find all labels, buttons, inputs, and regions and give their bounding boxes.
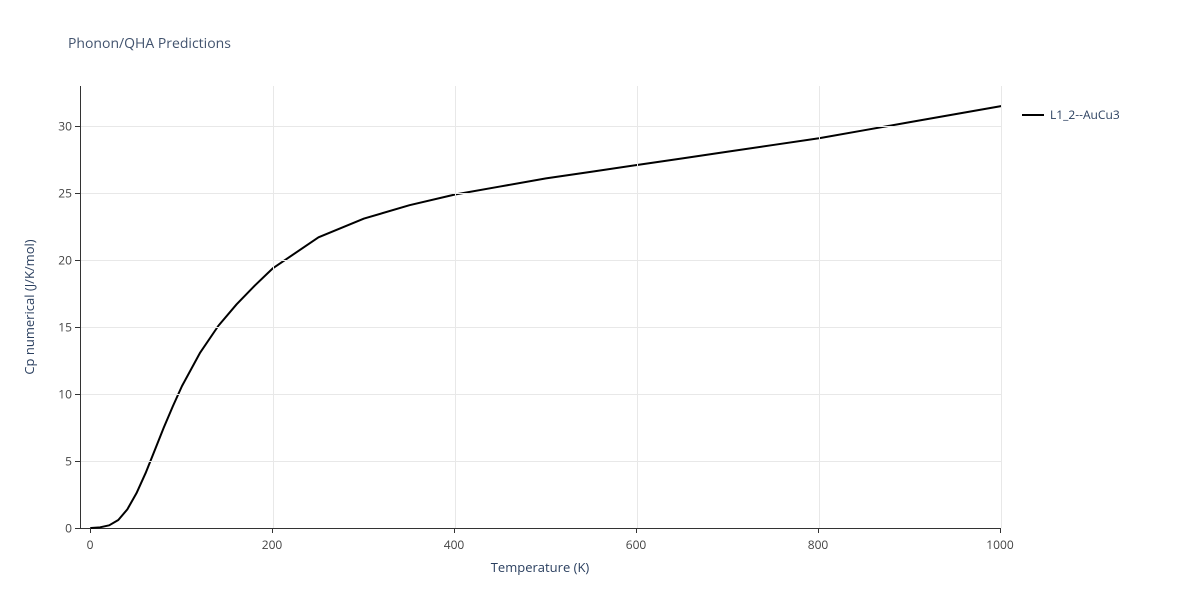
y-tick-label: 20 (54, 252, 72, 269)
y-tick-label: 10 (54, 386, 72, 403)
gridline-horizontal (81, 461, 1001, 462)
y-tick-label: 15 (54, 319, 72, 336)
x-tick-label: 1000 (986, 536, 1013, 553)
y-tick (75, 193, 80, 194)
chart-title: Phonon/QHA Predictions (68, 34, 231, 53)
legend-label: L1_2--AuCu3 (1050, 106, 1120, 123)
y-tick (75, 126, 80, 127)
x-tick-label: 200 (262, 536, 283, 553)
x-tick (90, 528, 91, 533)
x-tick (272, 528, 273, 533)
series-line (91, 106, 1001, 528)
x-tick-label: 800 (808, 536, 829, 553)
x-tick (818, 528, 819, 533)
y-tick-label: 30 (54, 118, 72, 135)
gridline-horizontal (81, 327, 1001, 328)
legend-swatch (1022, 114, 1044, 116)
x-tick-label: 400 (444, 536, 465, 553)
gridline-vertical (1001, 86, 1002, 528)
y-tick (75, 327, 80, 328)
y-tick (75, 394, 80, 395)
x-tick (454, 528, 455, 533)
gridline-horizontal (81, 394, 1001, 395)
x-tick-label: 0 (87, 536, 94, 553)
y-tick-label: 0 (54, 520, 72, 537)
plot-area (80, 86, 1001, 529)
x-tick-label: 600 (626, 536, 647, 553)
y-tick-label: 5 (54, 453, 72, 470)
legend: L1_2--AuCu3 (1022, 106, 1120, 123)
x-axis-label: Temperature (K) (491, 558, 590, 576)
x-tick (1000, 528, 1001, 533)
y-tick (75, 528, 80, 529)
gridline-horizontal (81, 126, 1001, 127)
y-tick-label: 25 (54, 185, 72, 202)
chart-container: Phonon/QHA Predictions Temperature (K) C… (0, 0, 1200, 600)
y-tick (75, 260, 80, 261)
gridline-horizontal (81, 260, 1001, 261)
y-tick (75, 461, 80, 462)
gridline-horizontal (81, 193, 1001, 194)
x-tick (636, 528, 637, 533)
y-axis-label: Cp numerical (J/K/mol) (20, 239, 38, 374)
